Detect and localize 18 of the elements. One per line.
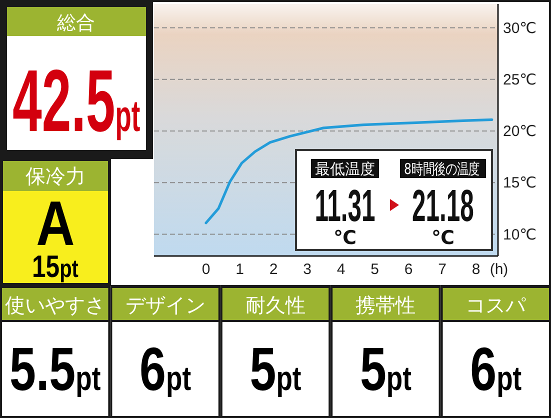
ytick: 15℃: [503, 174, 537, 192]
ytick: 10℃: [503, 226, 537, 244]
ytick: 20℃: [503, 123, 537, 140]
ytick: 25℃: [503, 71, 537, 88]
xtick: 1: [236, 261, 244, 278]
xtick: 3: [303, 261, 312, 278]
title: 保冷力: [26, 164, 86, 188]
xtick: 8: [472, 261, 480, 278]
xtick: 6: [404, 261, 413, 278]
xtick: 0: [202, 261, 210, 278]
xtick: 7: [438, 261, 446, 278]
xtick: 5: [370, 261, 379, 278]
annotation: 42.5pt: [12, 52, 140, 150]
title: 総合: [57, 12, 95, 34]
xlabel: (h): [490, 261, 508, 278]
xtick: 4: [336, 261, 346, 278]
ytick: 30℃: [503, 20, 537, 37]
xtick: 2: [269, 261, 278, 278]
